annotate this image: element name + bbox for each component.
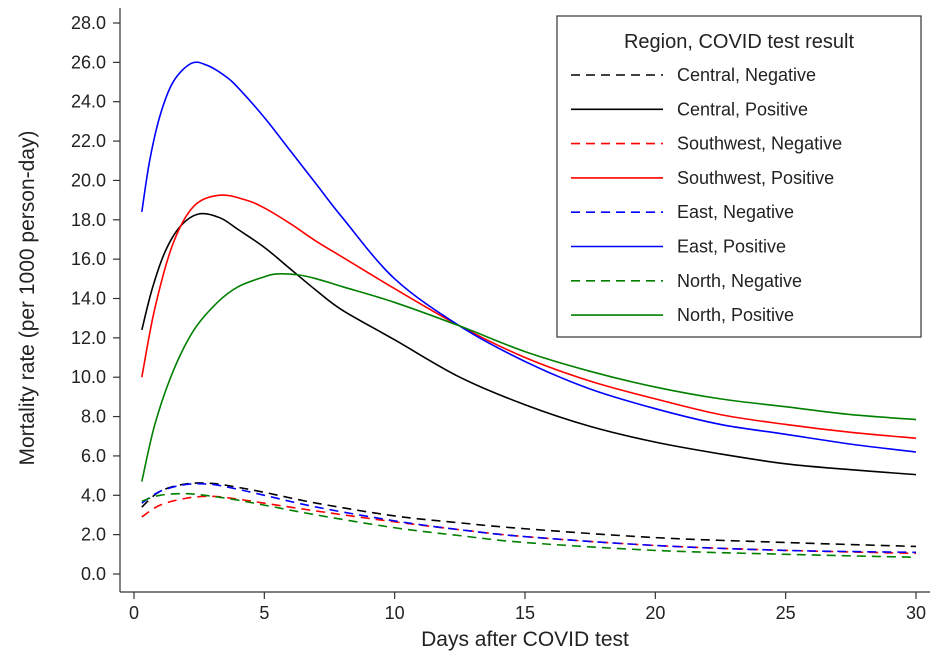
x-tick-label: 15 <box>515 603 535 623</box>
y-tick-label: 22.0 <box>71 131 106 151</box>
y-axis-title: Mortality rate (per 1000 person-day) <box>16 131 39 466</box>
series-line-central-negative <box>141 482 917 548</box>
legend-label: Southwest, Negative <box>677 134 842 154</box>
legend-label: East, Positive <box>677 237 786 257</box>
y-tick-label: 8.0 <box>81 407 106 427</box>
y-tick-label: 12.0 <box>71 328 106 348</box>
series-line-southwest-positive <box>141 194 917 440</box>
legend-label: Central, Negative <box>677 65 816 85</box>
x-tick-label: 10 <box>385 603 405 623</box>
legend-items: Central, Negative Central, Positive Southw… <box>571 65 842 325</box>
y-tick-label: 14.0 <box>71 289 106 309</box>
y-tick-label: 2.0 <box>81 525 106 545</box>
y-tick-label: 0.0 <box>81 564 106 584</box>
x-axis-title: Days after COVID test <box>421 628 629 651</box>
x-tick-label: 0 <box>129 603 139 623</box>
legend-box <box>556 15 922 338</box>
y-axis-ticks: 0.0 2.0 4.0 6.0 8.0 10.0 12.0 14.0 16.0 18.0 20.0 2… <box>71 13 120 584</box>
legend: Region, COVID test result Central, Negat… <box>556 15 922 338</box>
x-tick-label: 30 <box>906 603 926 623</box>
series-line-east-positive <box>141 61 917 453</box>
x-tick-label: 25 <box>776 603 796 623</box>
y-tick-label: 26.0 <box>71 52 106 72</box>
legend-label: North, Negative <box>677 271 802 291</box>
y-tick-label: 16.0 <box>71 249 106 269</box>
legend-label: Central, Positive <box>677 99 808 119</box>
series-line-east-negative <box>141 482 917 554</box>
x-axis-ticks: 0 5 10 15 20 25 30 <box>129 592 926 623</box>
x-tick-label: 20 <box>645 603 665 623</box>
legend-title: Region, COVID test result <box>624 31 855 53</box>
legend-label: Southwest, Positive <box>677 168 834 188</box>
legend-label: East, Negative <box>677 202 794 222</box>
y-tick-label: 10.0 <box>71 367 106 387</box>
series-lines <box>141 61 917 559</box>
y-tick-label: 28.0 <box>71 13 106 33</box>
y-tick-label: 24.0 <box>71 92 106 112</box>
series-line-central-positive <box>141 212 917 476</box>
series-line-north-positive <box>141 273 917 482</box>
y-tick-label: 6.0 <box>81 446 106 466</box>
legend-label: North, Positive <box>677 305 794 325</box>
y-tick-label: 20.0 <box>71 170 106 190</box>
y-tick-label: 18.0 <box>71 210 106 230</box>
series-line-southwest-negative <box>141 495 917 555</box>
x-tick-label: 5 <box>259 603 269 623</box>
series-line-north-negative <box>141 492 917 559</box>
y-tick-label: 4.0 <box>81 485 106 505</box>
